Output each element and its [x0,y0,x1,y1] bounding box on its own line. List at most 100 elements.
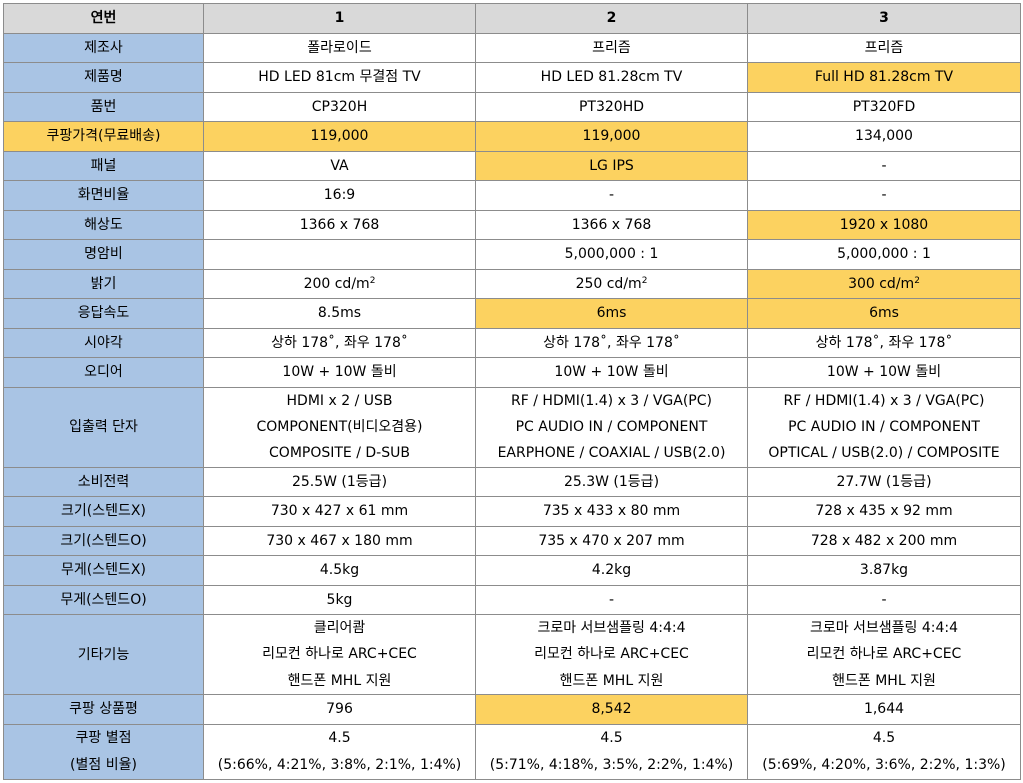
cell-text: OPTICAL / USB(2.0) / COMPOSITE [768,445,1000,462]
table-row: 오디어 10W + 10W 돌비 10W + 10W 돌비 10W + 10W 돌비 [3,357,1021,388]
row-label: 응답속도 [3,298,204,329]
cell-text: 119,000 [582,128,641,145]
table-cell: 10W + 10W 돌비 [747,357,1021,388]
table-cell: 735 x 433 x 80 mm [475,496,748,527]
table-cell: 6ms [475,298,748,329]
cell-text: HDMI x 2 / USB [286,392,393,409]
cell-text: (5:69%, 4:20%, 3:6%, 2:2%, 1:3%) [762,756,1006,773]
cell-text: 4.5 [600,730,623,747]
table-row: 소비전력 25.5W (1등급) 25.3W (1등급) 27.7W (1등급) [3,466,1021,497]
cell-text: 4.5 [872,730,896,747]
table-cell: 16:9 [203,180,476,211]
cell-text: 8,542 [591,701,632,718]
table-cell: CP320H [203,91,476,122]
cell-text: 상하 178˚, 좌우 178˚ [543,334,680,351]
cell-text: 1920 x 1080 [839,216,929,233]
table-cell: 프리즘 [747,32,1021,63]
table-cell: 300 cd/m2 [747,268,1021,299]
row-label: 기타기능 [3,614,204,695]
table-cell: 735 x 470 x 207 mm [475,525,748,556]
row-label-line: (별점 비율) [70,756,137,773]
cell-text: 4.2kg [591,562,632,579]
cell-text: 25.3W (1등급) [563,473,660,490]
cell-text: PT320FD [852,98,916,115]
table-cell: RF / HDMI(1.4) x 3 / VGA(PC) PC AUDIO IN … [747,386,1021,468]
cell-text: 300 cd/m [848,275,915,292]
table-body: 제조사 폴라로이드 프리즘 프리즘 제품명 HD LED 81cm 무결점 TV HD LE… [3,32,1021,780]
cell-text: - [881,591,887,608]
table-cell: 25.5W (1등급) [203,466,476,497]
table-cell: HD LED 81.28cm TV [475,62,748,93]
cell-text: EARPHONE / COAXIAL / USB(2.0) [497,445,726,462]
cell-text: COMPOSITE / D-SUB [269,445,410,462]
table-cell: 클리어쾀 리모컨 하나로 ARC+CEC 핸드폰 MHL 지원 [203,614,476,695]
header-col-2: 2 [475,3,748,34]
table-cell: PT320FD [747,91,1021,122]
row-label: 품번 [3,91,204,122]
table-cell: 10W + 10W 돌비 [203,357,476,388]
table-cell: 728 x 435 x 92 mm [747,496,1021,527]
table-row: 크기(스텐드O) 730 x 467 x 180 mm 735 x 470 x 20… [3,525,1021,556]
table-cell: 6ms [747,298,1021,329]
table-row: 명암비 5,000,000 : 1 5,000,000 : 1 [3,239,1021,270]
table-cell: 796 [203,694,476,725]
table-cell: Full HD 81.28cm TV [747,62,1021,93]
cell-text: (5:71%, 4:18%, 3:5%, 2:2%, 1:4%) [489,756,734,773]
cell-text: 8.5ms [317,305,362,322]
superscript: 2 [369,275,376,286]
row-label: 패널 [3,150,204,181]
cell-text: - [881,187,887,204]
header-col-3: 3 [747,3,1021,34]
table-cell: 200 cd/m2 [203,268,476,299]
cell-text: 6ms [869,305,899,322]
cell-text: 10W + 10W 돌비 [826,364,942,381]
superscript: 2 [914,275,920,286]
row-label: 해상도 [3,209,204,240]
table-cell: - [475,180,748,211]
cell-text: Full HD 81.28cm TV [814,69,954,86]
cell-text: 상하 178˚, 좌우 178˚ [271,334,408,351]
cell-text: 핸드폰 MHL 지원 [559,672,664,689]
cell-text: 730 x 427 x 61 mm [270,503,409,520]
table-row: 입출력 단자 HDMI x 2 / USB COMPONENT(비디오겸용) COMP… [3,386,1021,468]
table-row: 크기(스텐드X) 730 x 427 x 61 mm 735 x 433 x 80 … [3,496,1021,527]
table-cell: - [475,584,748,615]
table-cell: 5,000,000 : 1 [747,239,1021,270]
row-label: 쿠팡 상품평 [3,694,204,725]
table-cell [203,239,476,270]
table-cell: 8.5ms [203,298,476,329]
table-cell: 1920 x 1080 [747,209,1021,240]
table-cell: 134,000 [747,121,1021,152]
header-col-1: 1 [203,3,476,34]
cell-text: 10W + 10W 돌비 [554,364,669,381]
row-label: 밝기 [3,268,204,299]
cell-text-with-unit: 200 cd/m2 [205,271,475,297]
cell-text: CP320H [311,98,368,115]
table-row: 응답속도 8.5ms 6ms 6ms [3,298,1021,329]
cell-text: 16:9 [323,187,356,204]
table-cell: 25.3W (1등급) [475,466,748,497]
table-cell: 5kg [203,584,476,615]
cell-text: - [608,187,615,204]
cell-text: 핸드폰 MHL 지원 [832,672,936,689]
cell-text: 클리어쾀 [313,620,366,637]
cell-text: 폴라로이드 [307,39,372,56]
table-cell: RF / HDMI(1.4) x 3 / VGA(PC) PC AUDIO IN … [475,386,748,468]
cell-text: 728 x 482 x 200 mm [810,532,958,549]
cell-text: 796 [326,701,353,718]
cell-text: 1366 x 768 [571,216,652,233]
row-label: 제품명 [3,62,204,93]
table-row: 쿠팡가격(무료배송) 119,000 119,000 134,000 [3,121,1021,152]
table-cell: LG IPS [475,150,748,181]
table-row: 화면비율 16:9 - - [3,180,1021,211]
table-cell: 5,000,000 : 1 [475,239,748,270]
table-row: 쿠팡 상품평 796 8,542 1,644 [3,694,1021,725]
cell-text: 4.5 [328,730,351,747]
row-label: 화면비율 [3,180,204,211]
cell-text: 리모컨 하나로 ARC+CEC [262,646,417,663]
cell-text: HD LED 81cm 무결점 TV [258,69,421,86]
cell-text: 크로마 서브샘플링 4:4:4 [537,620,686,637]
table-row: 제품명 HD LED 81cm 무결점 TV HD LED 81.28cm TV Fu… [3,62,1021,93]
cell-text: 250 cd/m [575,275,642,292]
table-cell: - [747,584,1021,615]
